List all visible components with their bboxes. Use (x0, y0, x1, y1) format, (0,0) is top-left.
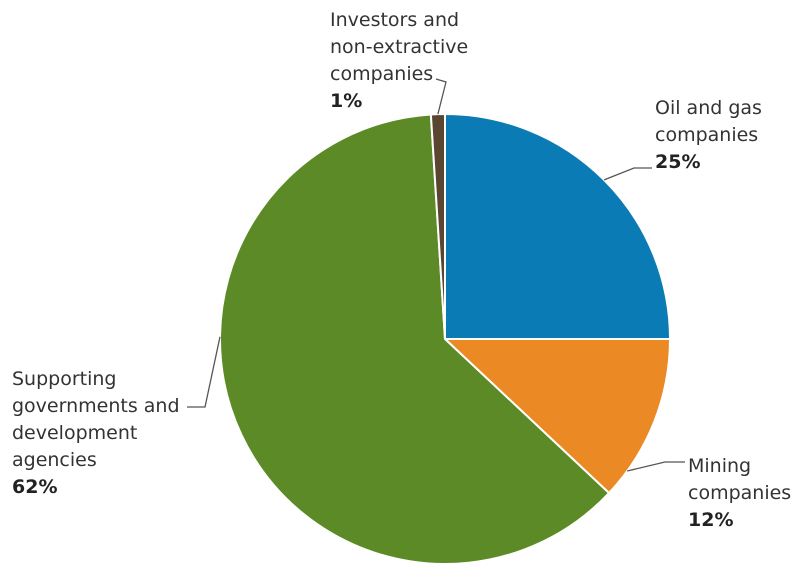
slice-name-oil-gas: Oil and gas companies (655, 97, 762, 146)
leader-line-0 (603, 167, 652, 181)
leader-line-2 (187, 336, 221, 408)
slice-label-oil-gas: Oil and gas companies 25% (655, 95, 762, 176)
pie-slice-2 (219, 113, 611, 565)
slice-name-mining: Mining companies (688, 455, 792, 504)
slice-value-governments: 62% (12, 476, 58, 498)
slice-label-investors: Investors and non-extractive companies 1… (330, 7, 468, 115)
slice-name-investors: Investors and non-extractive companies (330, 9, 469, 85)
slice-value-oil-gas: 25% (655, 151, 701, 173)
leader-line-1 (627, 461, 685, 472)
leader-line-3 (435, 78, 447, 115)
slice-label-mining: Mining companies 12% (688, 453, 791, 534)
pie-slice-3 (429, 112, 446, 340)
pie-slice-1 (442, 338, 672, 495)
pie-slice-0 (444, 112, 672, 340)
slice-value-investors: 1% (330, 90, 363, 112)
slice-name-governments: Supporting governments and development a… (12, 368, 180, 471)
slice-value-mining: 12% (688, 509, 734, 531)
slice-label-governments: Supporting governments and development a… (12, 366, 180, 501)
